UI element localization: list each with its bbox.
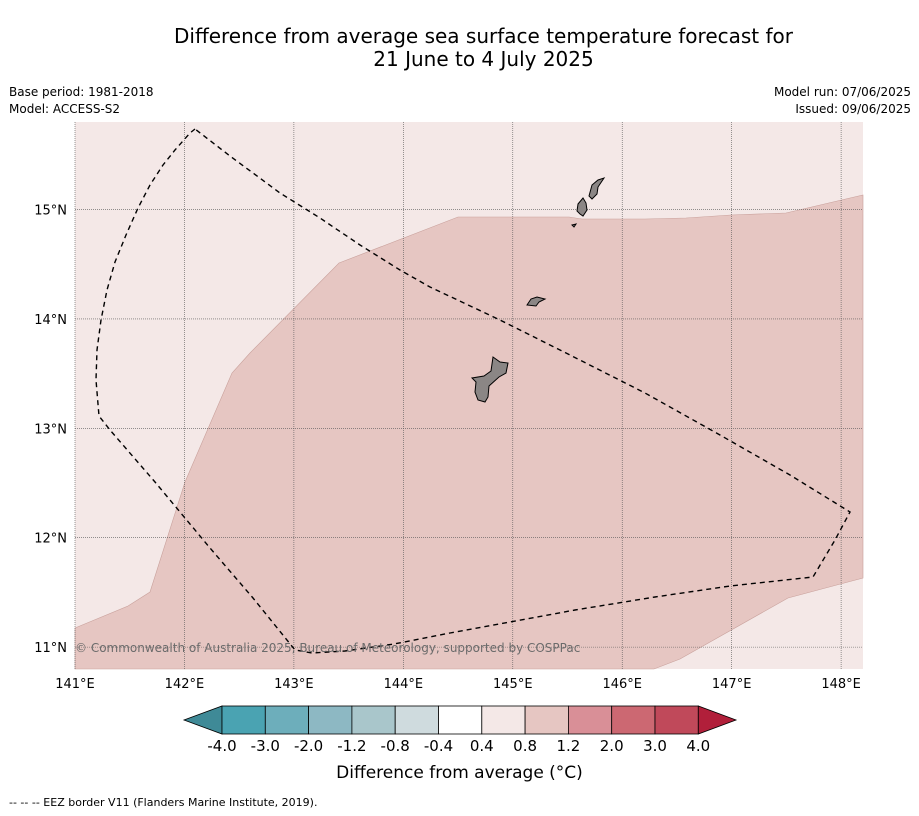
- rota-island: [526, 296, 547, 307]
- model-run-label: Model run: 07/06/2025: [773, 85, 911, 99]
- colorbar-tick-label: 3.0: [643, 737, 667, 755]
- longitude-tick-label: 145°E: [493, 677, 533, 692]
- colorbar-swatch: [351, 705, 396, 735]
- colorbar-swatch: [524, 705, 569, 735]
- colorbar-swatch: [611, 705, 656, 735]
- colorbar-tick-label: 1.2: [556, 737, 580, 755]
- meta-left: Base period: 1981-2018 Model: ACCESS-S2: [9, 84, 154, 118]
- colorbar-tick-label: -3.0: [251, 737, 280, 755]
- colorbar-extend-high: [697, 705, 738, 735]
- copyright-notice: © Commonwealth of Australia 2025, Bureau…: [75, 641, 581, 655]
- chart-title-line-1: Difference from average sea surface temp…: [173, 24, 793, 48]
- colorbar-swatch: [264, 705, 309, 735]
- colorbar-tick-label: -2.0: [294, 737, 323, 755]
- colorbar-swatch: [438, 705, 483, 735]
- longitude-tick-label: 147°E: [712, 677, 752, 692]
- model-label: Model: ACCESS-S2: [9, 102, 121, 116]
- latitude-tick-label: 12°N: [34, 532, 67, 547]
- sst-anomaly-map: 141°E 142°E 143°E 144°E 145°E 146°E 147°E 148°E…: [34, 122, 864, 692]
- longitude-tick-labels: 141°E 142°E 143°E 144°E 145°E 146°E 147°E 148°E: [55, 677, 861, 692]
- colorbar-tick-label: 2.0: [600, 737, 624, 755]
- colorbar-tick-label: 0.8: [513, 737, 537, 755]
- colorbar-tick-label: 0.4: [470, 737, 494, 755]
- chart-title-line-2: 21 June to 4 July 2025: [373, 47, 594, 71]
- base-period-label: Base period: 1981-2018: [9, 85, 154, 99]
- colorbar-swatch: [654, 705, 699, 735]
- colorbar-tick-label: 4.0: [686, 737, 710, 755]
- meta-right: Model run: 07/06/2025 Issued: 09/06/2025: [774, 84, 911, 118]
- colorbar-swatches: [182, 705, 738, 735]
- colorbar-tick-label: -4.0: [207, 737, 236, 755]
- colorbar-tick-label: -0.4: [424, 737, 453, 755]
- saipan-island: [588, 177, 606, 200]
- latitude-tick-labels: 15°N 14°N 13°N 12°N 11°N: [34, 204, 67, 657]
- colorbar-title: Difference from average (°C): [336, 763, 583, 783]
- map-gridlines: [74, 122, 863, 669]
- longitude-tick-label: 144°E: [384, 677, 424, 692]
- colorbar-swatch: [481, 705, 526, 735]
- land-masses: [470, 177, 606, 403]
- latitude-tick-label: 13°N: [34, 422, 67, 437]
- colorbar-tick-labels: -4.0 -3.0 -2.0 -1.2 -0.8 -0.4 0.4 0.8 1.2 2.0 3.0 4…: [207, 737, 710, 755]
- issued-label: Issued: 09/06/2025: [795, 102, 911, 116]
- latitude-tick-label: 11°N: [34, 641, 67, 656]
- latitude-tick-label: 14°N: [34, 313, 67, 328]
- aguijan-islet: [571, 223, 578, 228]
- longitude-tick-label: 146°E: [602, 677, 642, 692]
- colorbar-extend-low: [182, 705, 223, 735]
- colorbar-swatch: [221, 705, 266, 735]
- eez-legend-footnote: -- -- -- EEZ border V11 (Flanders Marine…: [9, 796, 318, 809]
- longitude-tick-label: 141°E: [55, 677, 95, 692]
- longitude-tick-label: 142°E: [165, 677, 205, 692]
- guam-island: [470, 356, 509, 403]
- colorbar-swatch: [308, 705, 353, 735]
- longitude-tick-label: 143°E: [274, 677, 314, 692]
- colorbar-tick-label: -0.8: [381, 737, 410, 755]
- longitude-tick-label: 148°E: [821, 677, 861, 692]
- latitude-tick-label: 15°N: [34, 204, 67, 219]
- tinian-island: [576, 197, 588, 217]
- eez-border-line: [95, 128, 851, 654]
- colorbar-tick-label: -1.2: [337, 737, 366, 755]
- colorbar-swatch: [568, 705, 613, 735]
- anomaly-band-warm: [74, 194, 864, 670]
- colorbar-swatch: [394, 705, 439, 735]
